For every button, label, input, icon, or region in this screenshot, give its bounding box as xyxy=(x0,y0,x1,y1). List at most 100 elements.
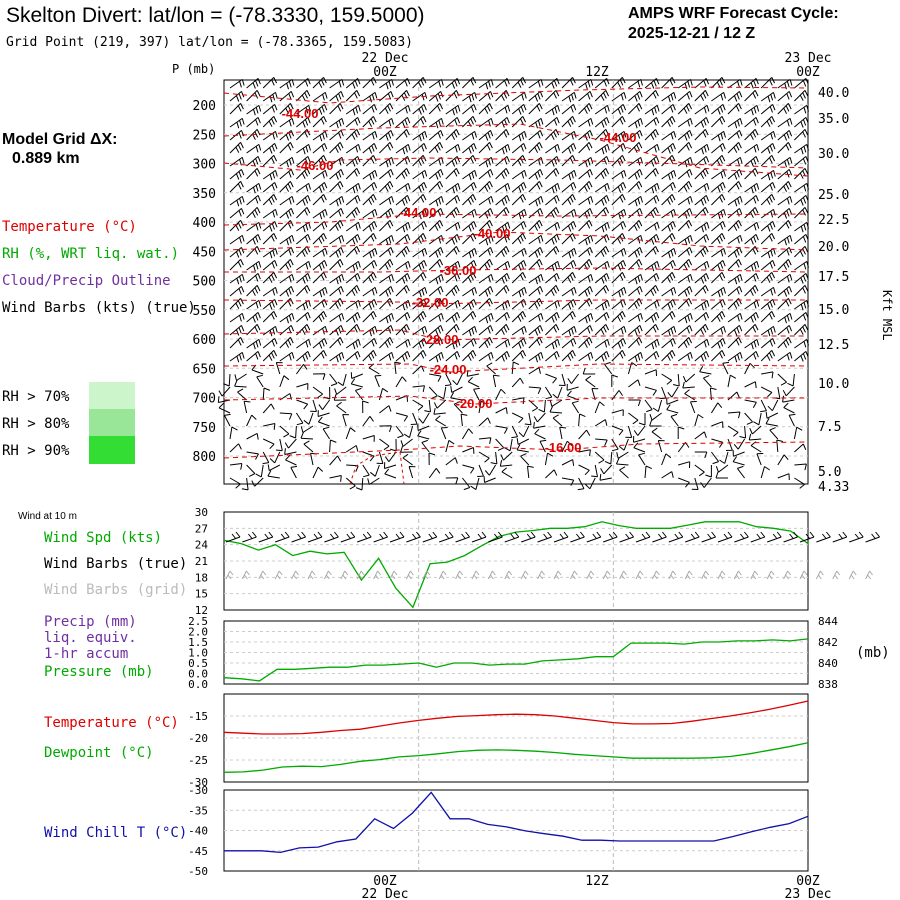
wind-barb xyxy=(229,351,245,363)
wind-barb-true xyxy=(406,531,421,543)
wind-barb-true xyxy=(275,531,290,543)
wind-barb xyxy=(246,260,262,272)
wind-barb xyxy=(229,181,244,193)
wind-barb xyxy=(279,103,294,115)
wind-barb xyxy=(362,338,378,349)
wind-barb xyxy=(428,468,441,479)
wind-barb xyxy=(744,143,760,154)
wind-barb xyxy=(329,312,345,323)
wind-barb xyxy=(545,469,558,479)
wind-barb xyxy=(428,117,444,129)
wind-barb xyxy=(767,399,779,412)
wind-barb xyxy=(644,195,660,206)
wind-barb xyxy=(694,312,710,323)
wind-barb xyxy=(661,169,677,181)
wind-barb xyxy=(284,438,297,449)
kft-tick-label: 40.0 xyxy=(818,86,849,101)
wind-barb xyxy=(591,464,598,478)
wind-barb xyxy=(694,260,710,271)
wind-barb xyxy=(744,338,760,350)
wind-barb xyxy=(644,234,660,245)
wind-barb xyxy=(760,338,776,349)
wind-barb xyxy=(229,208,245,219)
wind-barb xyxy=(611,143,627,154)
legend-dewpoint: Dewpoint (°C) xyxy=(44,745,154,761)
pressure-tick-label: 250 xyxy=(193,128,216,143)
rh80-swatch xyxy=(89,409,135,436)
wind-barb xyxy=(296,399,309,410)
wind-barb xyxy=(611,221,627,232)
wind-barb xyxy=(362,77,377,89)
wind-barb xyxy=(661,272,676,284)
wind-barb xyxy=(412,143,427,154)
wind-barb-grid xyxy=(799,570,808,580)
wind-barb-true xyxy=(504,531,520,543)
wind-barb xyxy=(395,143,411,155)
wind-barb xyxy=(594,351,610,362)
pressure-tick-label: 200 xyxy=(193,99,216,114)
y-tick-label: 2.5 xyxy=(188,615,208,628)
wind-barb xyxy=(528,259,543,271)
wind-barb xyxy=(329,117,345,129)
wind-barb xyxy=(362,416,374,427)
wind-barb xyxy=(495,351,510,362)
wind-barb xyxy=(611,208,627,220)
wind-barb xyxy=(440,427,448,440)
wind-barb xyxy=(578,130,593,141)
wind-barb xyxy=(694,273,710,284)
wind-barb xyxy=(310,399,317,412)
wind-barb-grid xyxy=(520,570,529,580)
legend-rh: RH (%, WRT liq. wat.) xyxy=(2,246,179,262)
wind-barb xyxy=(628,208,643,219)
wind-barb xyxy=(329,298,344,310)
wind-barb xyxy=(661,182,676,193)
wind-barb xyxy=(279,130,295,141)
wind-barb xyxy=(511,155,527,167)
wind-barb xyxy=(495,156,510,167)
wind-barb xyxy=(445,324,460,336)
wind-barb xyxy=(262,272,278,284)
wind-barb xyxy=(694,156,710,167)
wind-barb xyxy=(428,259,444,271)
wind-barb xyxy=(520,453,530,466)
wind-barb xyxy=(495,407,508,414)
wind-barb xyxy=(500,451,513,461)
wind-barb xyxy=(561,286,577,297)
legend-wind-grid: Wind Barbs (grid) xyxy=(44,582,187,598)
wind-barb xyxy=(355,477,364,491)
windchill-line xyxy=(224,791,809,854)
wind-barb xyxy=(412,194,427,206)
wind-barb xyxy=(511,143,527,154)
wind-barb xyxy=(677,169,693,180)
wind-barb xyxy=(628,130,643,141)
wind-barb xyxy=(628,195,643,207)
wind-barb xyxy=(395,156,411,167)
wind-barb xyxy=(262,403,275,414)
wind-barb xyxy=(544,386,553,400)
wind-barb xyxy=(445,104,461,116)
wind-barb xyxy=(229,443,242,453)
wind-barb xyxy=(628,412,639,425)
wind-barb xyxy=(694,207,709,219)
wind-barb xyxy=(644,369,657,377)
wind-barb xyxy=(345,104,361,116)
wind-barb xyxy=(644,324,659,336)
wind-barb xyxy=(677,426,685,439)
temp-dewpoint-frame xyxy=(223,693,809,783)
wind-barb xyxy=(661,208,677,219)
wind-barb xyxy=(765,411,779,419)
wind-barb xyxy=(511,116,527,128)
wind-barb xyxy=(379,405,392,414)
wind-barb xyxy=(275,362,283,375)
wind-barb xyxy=(462,77,477,89)
wind-barb xyxy=(395,312,411,323)
wind-barb xyxy=(690,401,697,414)
wind-barb-grid xyxy=(651,570,660,580)
wind-barb xyxy=(677,117,693,128)
wind-barb xyxy=(379,259,394,271)
wind-barb xyxy=(437,386,447,400)
wind-barb xyxy=(329,351,345,363)
wind-barb xyxy=(262,194,278,206)
wind-barb xyxy=(727,208,743,219)
